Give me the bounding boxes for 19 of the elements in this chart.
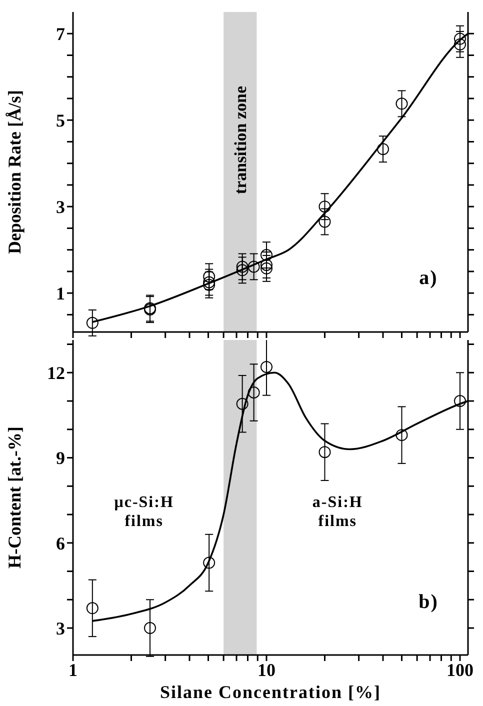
x-tick-label: 1 xyxy=(68,660,78,680)
y-axis-title: Deposition Rate [Å/s] xyxy=(4,90,24,254)
y-tick-label: 7 xyxy=(56,24,65,44)
x-tick-label: 100 xyxy=(446,660,474,680)
annotation: a) xyxy=(419,267,438,289)
y-axis-title: H-Content [at.-%] xyxy=(4,426,24,568)
x-axis-title: Silane Concentration [%] xyxy=(160,682,381,702)
y-tick-label: 6 xyxy=(56,533,65,554)
y-tick-label: 5 xyxy=(56,110,65,130)
x-tick-label: 10 xyxy=(257,660,276,680)
y-tick-label: 12 xyxy=(47,363,65,384)
annotation: b) xyxy=(418,590,438,613)
band-label: transition zone xyxy=(231,85,250,194)
y-tick-label: 9 xyxy=(56,448,65,468)
annotation: a-Si:H films xyxy=(312,494,363,530)
y-tick-label: 1 xyxy=(56,283,65,304)
y-tick-label: 3 xyxy=(56,618,65,638)
y-tick-label: 3 xyxy=(56,196,65,217)
annotation: μc-Si:H films xyxy=(114,494,174,530)
